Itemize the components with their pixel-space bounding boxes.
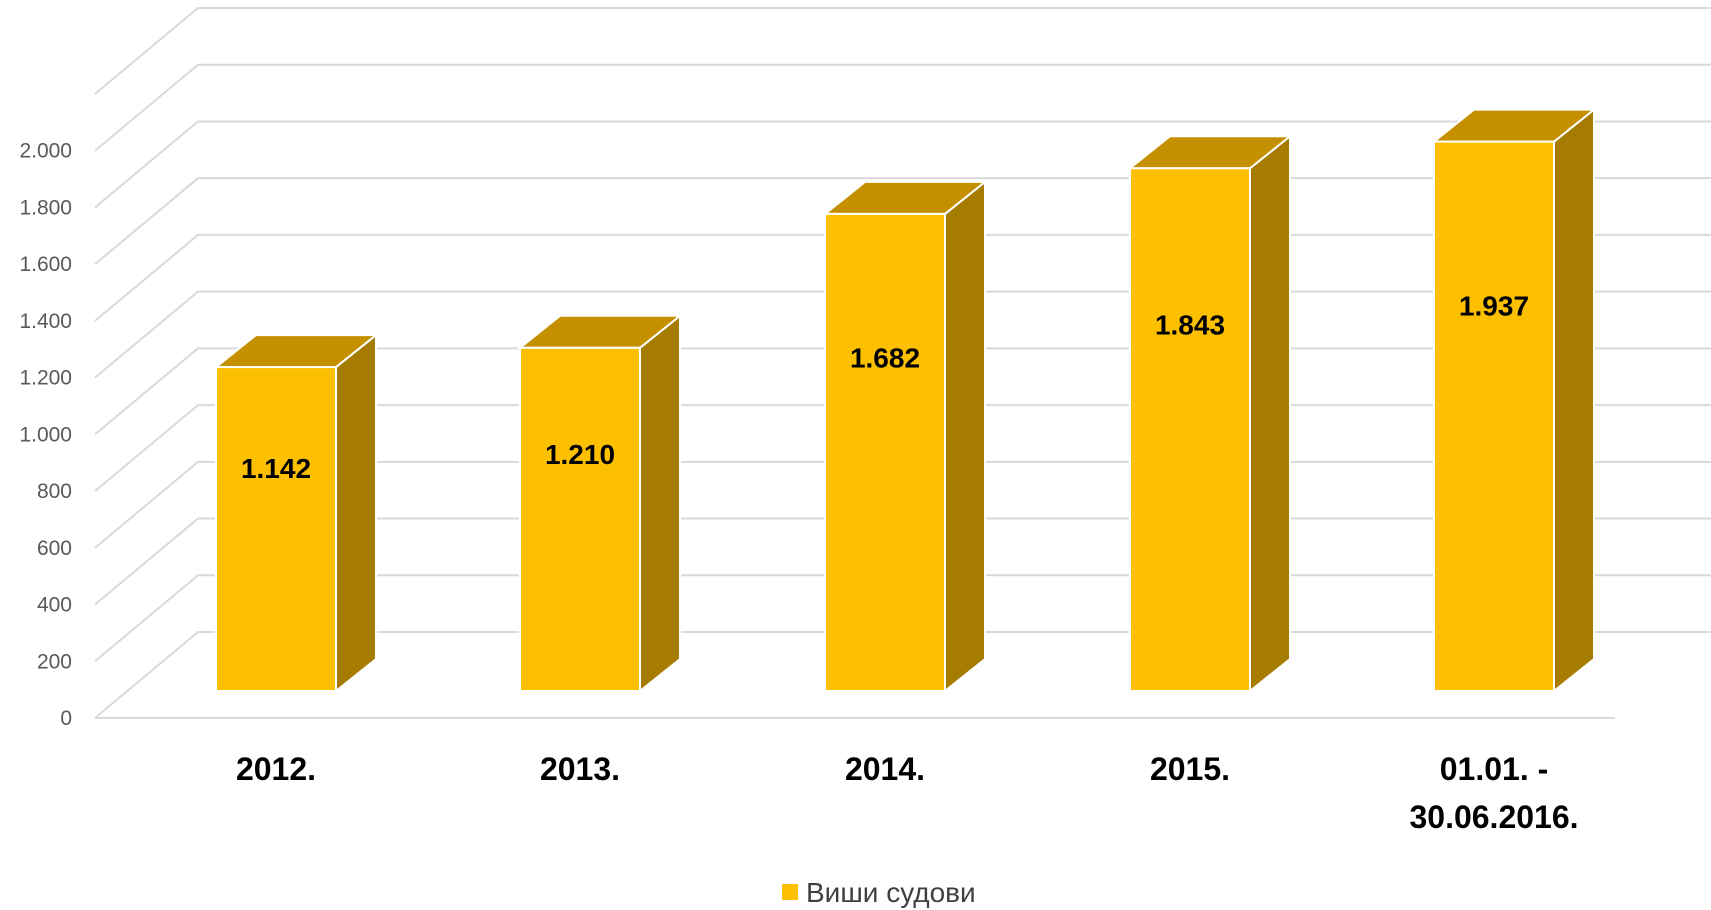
bar: 1.142 — [213, 333, 379, 694]
gridline — [94, 120, 1711, 209]
y-tick-label: 400 — [37, 594, 72, 617]
bar: 1.682 — [822, 179, 988, 694]
y-tick-label: 0 — [60, 707, 72, 730]
bar: 1.843 — [1127, 134, 1293, 694]
x-tick-label: 01.01. -30.06.2016. — [1409, 751, 1578, 835]
legend: Виши судови — [782, 877, 976, 908]
x-tick-label: 2015. — [1150, 751, 1230, 787]
x-tick-label: 2014. — [845, 751, 925, 787]
x-tick-label: 2013. — [540, 751, 620, 787]
y-tick-label: 800 — [37, 480, 72, 503]
bar-side — [944, 179, 986, 694]
bars: 1.142 1.210 1.682 1.843 1.937 — [213, 107, 1597, 694]
x-axis-ticks: 2012. 2013. 2014. 2015. 01.01. -30.06.2016. — [236, 751, 1579, 835]
y-tick-label: 600 — [37, 537, 72, 560]
bar-side — [1249, 134, 1291, 694]
y-tick-label: 1.600 — [19, 253, 72, 276]
legend-swatch — [782, 884, 798, 900]
data-label: 1.142 — [241, 453, 311, 484]
y-tick-label: 2.000 — [19, 140, 72, 163]
gridline — [94, 7, 1711, 95]
y-axis-ticks: 0 200 400 600 800 1.000 1.200 1.400 1.600 1.800 2.… — [19, 140, 72, 730]
y-tick-label: 1.000 — [19, 423, 72, 446]
bar-front — [1129, 167, 1251, 692]
bar-front — [1433, 140, 1555, 692]
data-label: 1.682 — [850, 343, 920, 374]
y-tick-label: 1.200 — [19, 367, 72, 390]
data-label: 1.843 — [1155, 310, 1225, 341]
legend-label: Виши судови — [806, 877, 976, 908]
gridline — [94, 63, 1711, 152]
y-tick-label: 1.800 — [19, 196, 72, 219]
bar-side — [335, 333, 377, 694]
bar-front — [215, 366, 337, 692]
x-tick-label: 2012. — [236, 751, 316, 787]
bar-side — [1553, 107, 1595, 694]
bar-side — [639, 313, 681, 694]
data-label: 1.937 — [1459, 290, 1529, 321]
bar-front — [824, 212, 946, 692]
bar: 1.210 — [517, 313, 683, 694]
bar-front — [519, 346, 641, 692]
y-tick-label: 1.400 — [19, 310, 72, 333]
data-label: 1.210 — [545, 439, 615, 470]
bar: 1.937 — [1431, 107, 1597, 694]
y-tick-label: 200 — [37, 650, 72, 673]
gridlines — [94, 7, 1711, 719]
